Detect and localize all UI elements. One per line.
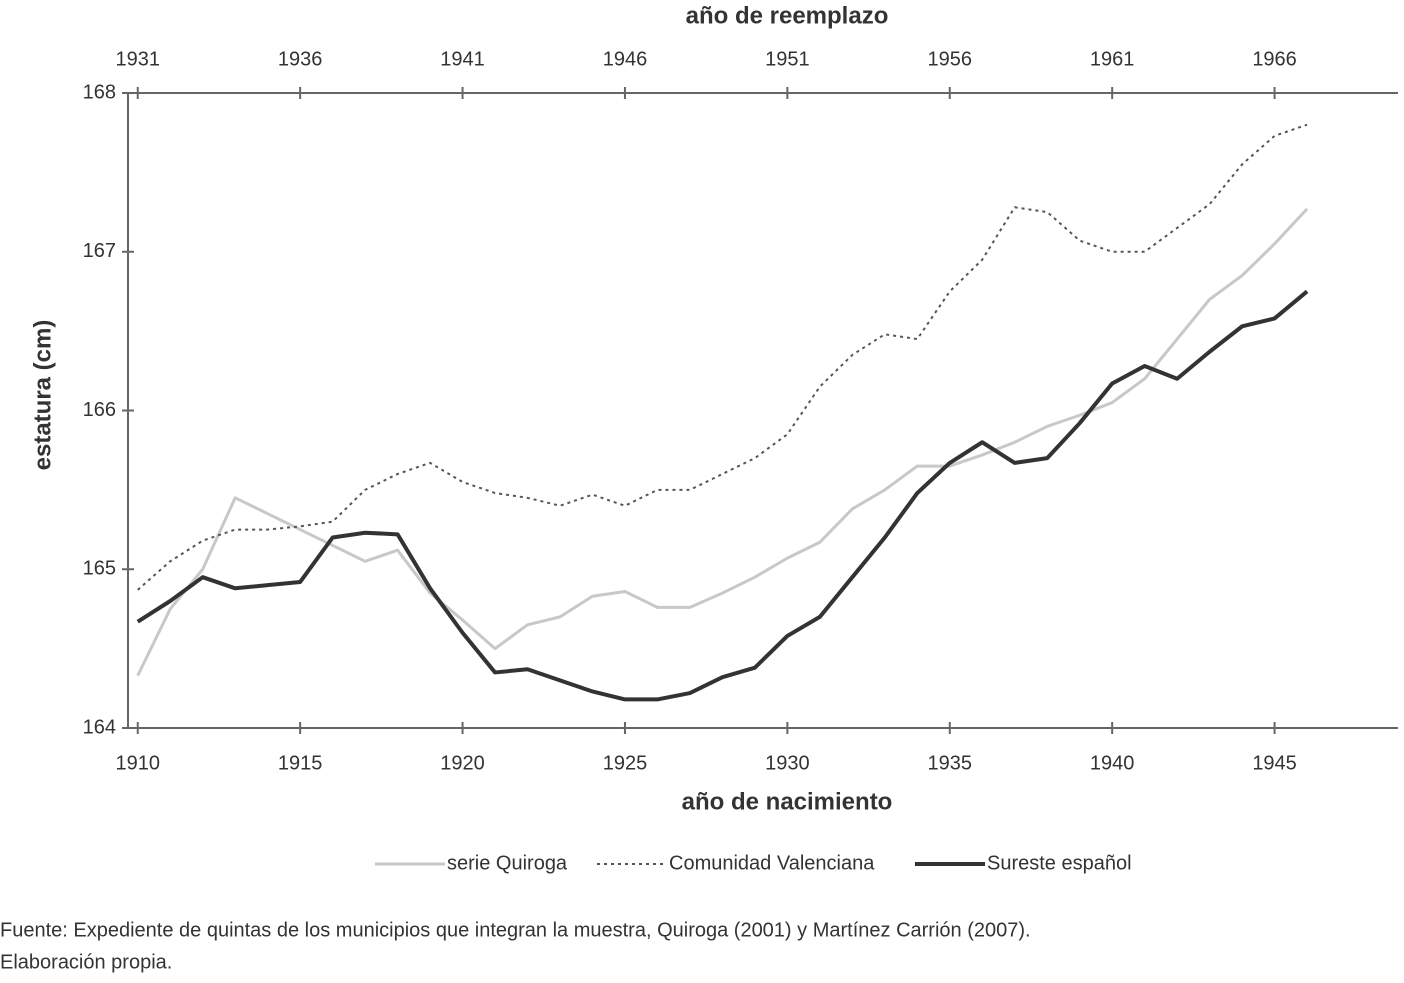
- legend-label: serie Quiroga: [447, 852, 568, 874]
- x2-tick-label: 1951: [765, 48, 810, 70]
- x2-axis-label: año de reemplazo: [686, 2, 889, 29]
- legend-label: Sureste español: [987, 852, 1132, 874]
- y-tick-label: 168: [83, 81, 116, 103]
- x-tick-label: 1915: [278, 752, 323, 774]
- x2-tick-label: 1936: [278, 48, 323, 70]
- y-tick-label: 167: [83, 240, 116, 262]
- x-tick-label: 1925: [603, 752, 648, 774]
- x-tick-label: 1920: [440, 752, 485, 774]
- x2-tick-label: 1946: [603, 48, 648, 70]
- y-axis-label: estatura (cm): [29, 320, 56, 471]
- legend-label: Comunidad Valenciana: [669, 852, 875, 874]
- source-note: Elaboración propia.: [0, 951, 172, 973]
- y-tick-label: 166: [83, 399, 116, 421]
- source-note: Fuente: Expediente de quintas de los mun…: [0, 919, 1031, 941]
- x-tick-label: 1945: [1252, 752, 1297, 774]
- series-line: [137, 123, 1308, 591]
- series-line: [136, 289, 1309, 702]
- x2-tick-label: 1966: [1252, 48, 1297, 70]
- x-axis-label: año de nacimiento: [682, 788, 893, 815]
- x2-tick-label: 1961: [1090, 48, 1135, 70]
- x2-tick-label: 1956: [928, 48, 973, 70]
- x-tick-label: 1940: [1090, 752, 1135, 774]
- y-tick-label: 165: [83, 558, 116, 580]
- y-tick-label: 164: [83, 716, 116, 738]
- x-tick-label: 1930: [765, 752, 810, 774]
- x-tick-label: 1910: [115, 752, 160, 774]
- x-tick-label: 1935: [928, 752, 973, 774]
- x2-tick-label: 1931: [115, 48, 160, 70]
- x2-tick-label: 1941: [440, 48, 485, 70]
- series-line: [136, 207, 1309, 677]
